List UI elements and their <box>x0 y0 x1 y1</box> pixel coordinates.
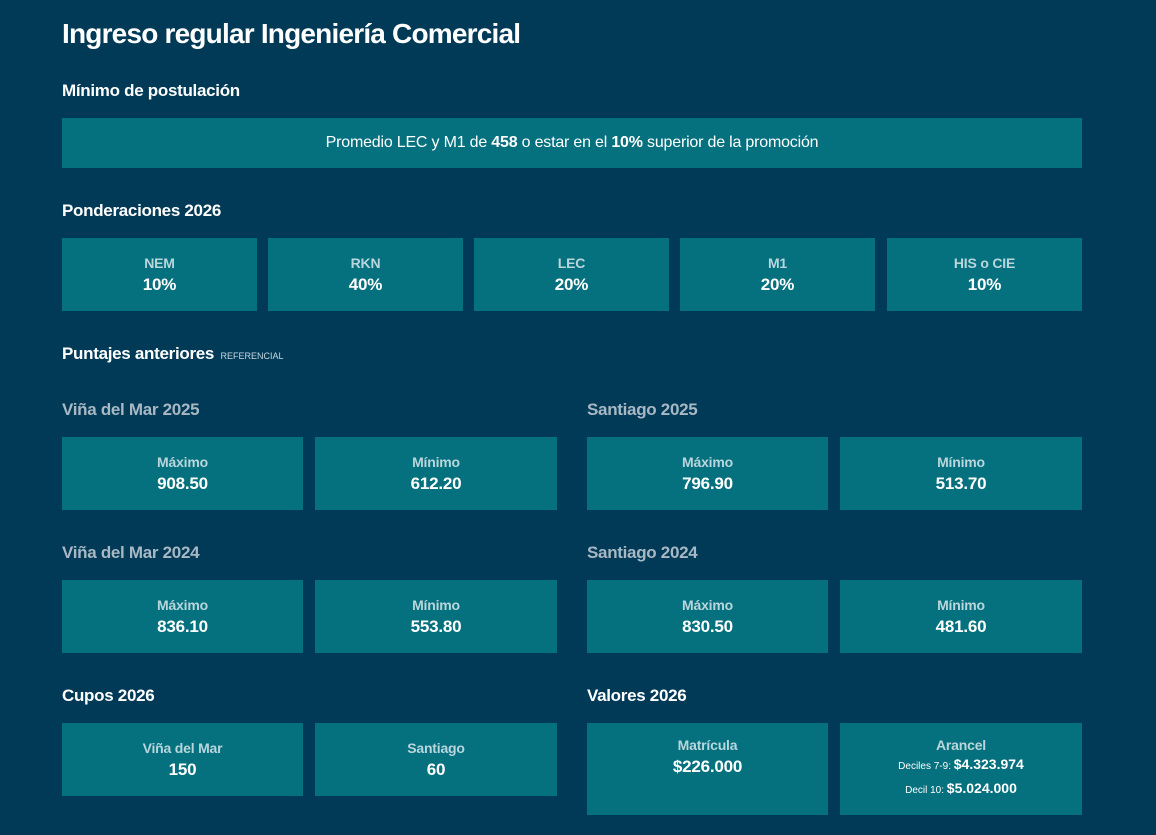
ponderacion-value: 10% <box>142 274 177 294</box>
matricula-box: Matrícula $226.000 <box>587 723 828 815</box>
cupos-section-label: Cupos 2026 <box>62 686 155 705</box>
group-title-santiago-2024: Santiago 2024 <box>587 543 698 562</box>
max-label: Máximo <box>157 453 208 470</box>
group-title-vina-2024: Viña del Mar 2024 <box>62 543 200 562</box>
decil-79-value: $4.323.974 <box>953 756 1024 772</box>
min-box-santiago-2025: Mínimo 513.70 <box>840 437 1082 510</box>
page-title: Ingreso regular Ingeniería Comercial <box>62 18 521 49</box>
max-label: Máximo <box>682 596 733 613</box>
ponderacion-value: 10% <box>967 274 1002 294</box>
arancel-label: Arancel <box>936 737 986 753</box>
decil-10-row: Decil 10: $5.024.000 <box>905 776 1017 803</box>
ponderacion-label: NEM <box>144 254 175 271</box>
min-label: Mínimo <box>937 596 985 613</box>
referencial-tag: REFERENCIAL <box>220 351 284 361</box>
cupos-value: 150 <box>168 759 197 779</box>
max-label: Máximo <box>157 596 208 613</box>
max-value: 796.90 <box>682 473 733 493</box>
group-title-vina-2025: Viña del Mar 2025 <box>62 400 200 419</box>
decil-10-label: Decil 10: <box>905 785 947 796</box>
ponderacion-value: 40% <box>348 274 383 294</box>
ponderacion-lec: LEC 20% <box>474 238 669 311</box>
min-label: Mínimo <box>937 453 985 470</box>
max-box-vina-2024: Máximo 836.10 <box>62 580 303 653</box>
min-box-vina-2025: Mínimo 612.20 <box>315 437 557 510</box>
matricula-value: $226.000 <box>672 757 743 776</box>
ponderacion-value: 20% <box>554 274 589 294</box>
max-box-santiago-2024: Máximo 830.50 <box>587 580 828 653</box>
ponderacion-rkn: RKN 40% <box>268 238 463 311</box>
max-label: Máximo <box>682 453 733 470</box>
decil-10-value: $5.024.000 <box>946 780 1017 796</box>
puntajes-label: Puntajes anteriores <box>62 344 215 363</box>
ponderaciones-section-label: Ponderaciones 2026 <box>62 201 222 220</box>
minimo-banner: Promedio LEC y M1 de 458 o estar en el 1… <box>62 118 1082 168</box>
ponderacion-label: RKN <box>350 254 381 271</box>
cupos-vina: Viña del Mar 150 <box>62 723 303 796</box>
arancel-box: Arancel Deciles 7-9: $4.323.974 Decil 10… <box>840 723 1082 815</box>
minimo-text-mid: o estar en el <box>517 134 612 151</box>
decil-79-row: Deciles 7-9: $4.323.974 <box>898 755 1024 776</box>
ponderacion-label: HIS o CIE <box>953 254 1016 271</box>
ponderacion-value: 20% <box>760 274 795 294</box>
max-box-santiago-2025: Máximo 796.90 <box>587 437 828 510</box>
max-value: 830.50 <box>682 616 733 636</box>
matricula-label: Matrícula <box>677 737 738 753</box>
min-label: Mínimo <box>412 596 460 613</box>
min-value: 553.80 <box>410 616 462 636</box>
ponderacion-label: M1 <box>767 254 788 271</box>
min-label: Mínimo <box>412 453 460 470</box>
max-value: 836.10 <box>157 616 208 636</box>
max-box-vina-2025: Máximo 908.50 <box>62 437 303 510</box>
min-value: 513.70 <box>935 473 987 493</box>
cupos-label: Santiago <box>407 739 465 756</box>
decil-79-label: Deciles 7-9: <box>898 761 954 772</box>
minimo-score: 458 <box>491 134 518 151</box>
min-value: 612.20 <box>410 473 462 493</box>
minimo-text-pre: Promedio LEC y M1 de <box>325 134 492 151</box>
max-value: 908.50 <box>157 473 208 493</box>
ponderacion-label: LEC <box>557 254 586 271</box>
min-value: 481.60 <box>935 616 987 636</box>
minimo-section-label: Mínimo de postulación <box>62 81 240 100</box>
min-box-vina-2024: Mínimo 553.80 <box>315 580 557 653</box>
minimo-percent: 10% <box>611 134 643 151</box>
ponderacion-nem: NEM 10% <box>62 238 257 311</box>
puntajes-section-label: Puntajes anteriores REFERENCIAL <box>62 343 284 367</box>
cupos-value: 60 <box>426 759 446 779</box>
group-title-santiago-2025: Santiago 2025 <box>587 400 698 419</box>
cupos-label: Viña del Mar <box>142 739 223 756</box>
min-box-santiago-2024: Mínimo 481.60 <box>840 580 1082 653</box>
minimo-text-post: superior de la promoción <box>642 134 819 151</box>
ponderacion-m1: M1 20% <box>680 238 875 311</box>
valores-section-label: Valores 2026 <box>587 686 687 705</box>
cupos-santiago: Santiago 60 <box>315 723 557 796</box>
ponderacion-his-cie: HIS o CIE 10% <box>887 238 1082 311</box>
